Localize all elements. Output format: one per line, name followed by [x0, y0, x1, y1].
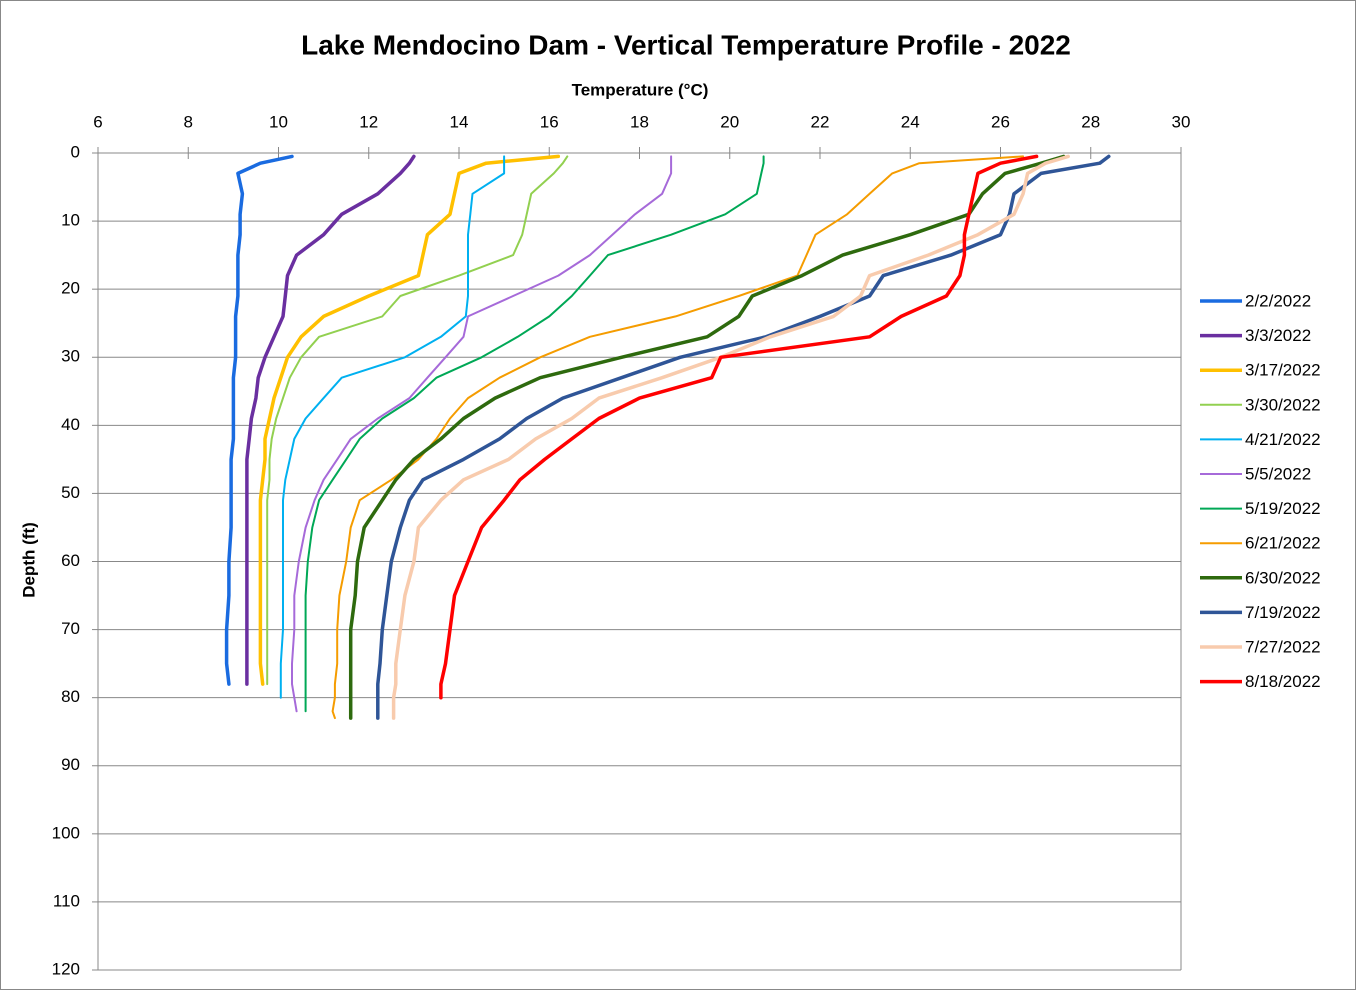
series-line — [258, 154, 561, 686]
y-tick-label: 50 — [61, 483, 80, 502]
series-line — [291, 155, 673, 713]
y-tick-label: 20 — [61, 279, 80, 298]
y-axis-title: Depth (ft) — [19, 522, 38, 598]
x-tick-label: 10 — [269, 112, 288, 131]
chart-title: Lake Mendocino Dam - Vertical Temperatur… — [301, 29, 1071, 60]
x-tick-label: 24 — [901, 112, 920, 131]
series-line — [376, 154, 1111, 720]
x-tick-label: 12 — [359, 112, 378, 131]
x-tick-label: 14 — [450, 112, 469, 131]
x-axis-title: Temperature (°C) — [572, 80, 709, 99]
series-line — [304, 155, 765, 713]
x-tick-label: 6 — [93, 112, 102, 131]
x-tick-label: 22 — [811, 112, 830, 131]
x-tick-label: 18 — [630, 112, 649, 131]
legend-label: 5/5/2022 — [1245, 464, 1311, 483]
y-tick-label: 110 — [53, 891, 80, 910]
y-tick-label: 90 — [61, 755, 80, 774]
series-line — [331, 155, 1025, 720]
legend-label: 8/18/2022 — [1245, 672, 1321, 691]
series-line — [348, 154, 1066, 720]
legend-label: 6/30/2022 — [1245, 568, 1321, 587]
series-line — [279, 155, 506, 699]
y-tick-label: 100 — [52, 823, 80, 842]
y-tick-label: 60 — [61, 551, 80, 570]
x-tick-label: 26 — [991, 112, 1010, 131]
x-tick-label: 20 — [720, 112, 739, 131]
series-line — [266, 155, 569, 686]
legend-label: 3/30/2022 — [1245, 395, 1321, 414]
x-tick-label: 8 — [184, 112, 193, 131]
x-tick-label: 16 — [540, 112, 559, 131]
y-tick-label: 120 — [52, 959, 80, 978]
legend-label: 7/19/2022 — [1245, 603, 1321, 622]
y-tick-label: 0 — [71, 142, 80, 161]
legend-label: 3/17/2022 — [1245, 361, 1321, 380]
legend-label: 5/19/2022 — [1245, 499, 1321, 518]
series-line — [224, 154, 294, 686]
legend-label: 4/21/2022 — [1245, 430, 1321, 449]
legend-label: 2/2/2022 — [1245, 291, 1311, 310]
y-tick-label: 10 — [61, 211, 80, 230]
legend-label: 3/3/2022 — [1245, 326, 1311, 345]
series-line — [439, 154, 1039, 700]
y-tick-label: 30 — [61, 347, 80, 366]
legend-label: 7/27/2022 — [1245, 637, 1321, 656]
y-tick-label: 70 — [61, 619, 80, 638]
series-line — [245, 154, 416, 686]
y-tick-label: 40 — [61, 415, 80, 434]
y-tick-label: 80 — [61, 687, 80, 706]
x-tick-label: 30 — [1172, 112, 1191, 131]
legend-label: 6/21/2022 — [1245, 534, 1321, 553]
series-line — [391, 154, 1070, 720]
x-tick-label: 28 — [1081, 112, 1100, 131]
